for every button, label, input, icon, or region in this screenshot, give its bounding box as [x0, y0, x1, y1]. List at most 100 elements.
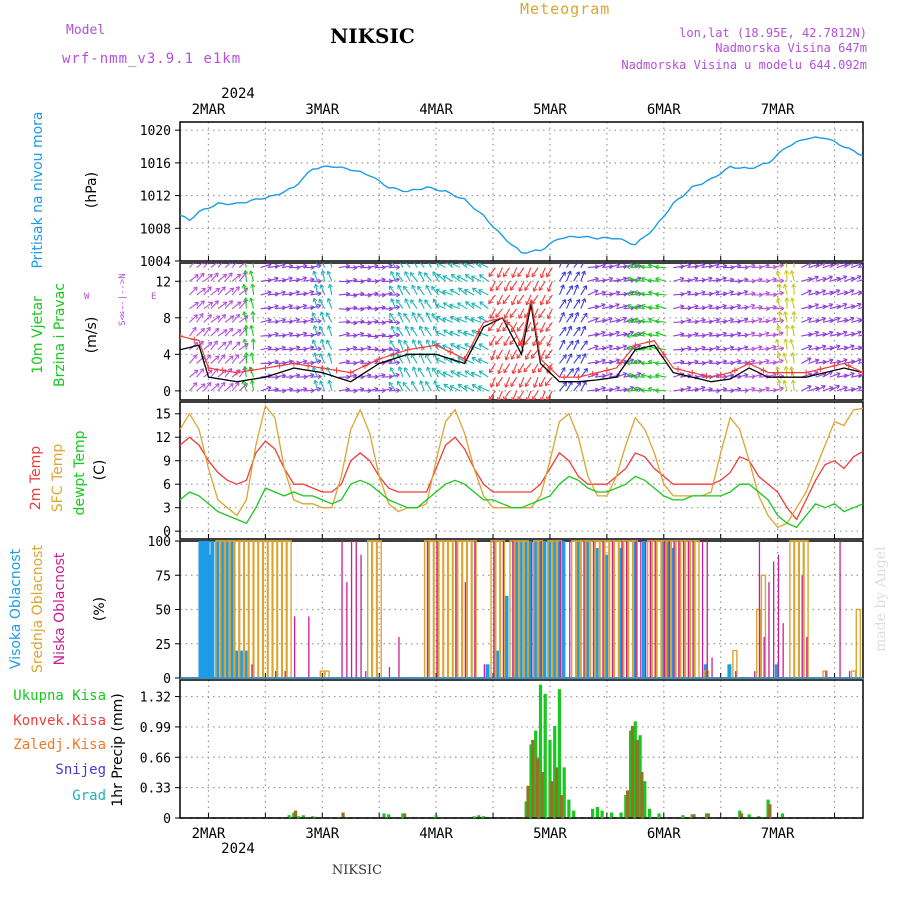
- wind-arrow: [203, 286, 212, 296]
- wind-arrow: [808, 331, 819, 337]
- wind-arrow: [327, 325, 333, 337]
- wind-arrow-head: [496, 355, 501, 360]
- y-tick-label: 3: [163, 502, 171, 517]
- wind-arrow: [843, 263, 854, 269]
- wind-arrow: [274, 291, 286, 296]
- wind-arrow: [708, 291, 720, 296]
- wind-arrow-head: [208, 274, 213, 279]
- wind-arrow: [326, 339, 333, 351]
- wind-arrow-head: [518, 287, 523, 292]
- wind-arrow: [843, 388, 855, 392]
- wind-arrow-head: [509, 340, 514, 346]
- wind-arrow-head: [789, 339, 794, 344]
- wind-arrow-head: [546, 272, 551, 278]
- wind-arrow-head: [497, 273, 502, 278]
- wind-arrow: [249, 366, 255, 378]
- wind-arrow-head: [782, 283, 788, 289]
- wind-arrow: [801, 305, 813, 310]
- wind-arrow: [616, 305, 628, 310]
- wind-arrow-head: [442, 275, 448, 280]
- wind-arrow-head: [194, 301, 199, 307]
- wind-arrow: [328, 380, 333, 391]
- wind-arrow: [587, 361, 599, 365]
- wind-arrow-head: [851, 263, 854, 266]
- wind-arrow-head: [431, 285, 436, 291]
- wind-arrow-head: [316, 303, 322, 309]
- wind-arrow-head: [502, 326, 507, 332]
- wind-arrow: [217, 381, 226, 392]
- wind-arrow: [655, 305, 667, 310]
- wind-arrow-head: [222, 301, 228, 306]
- wind-arrow-head: [489, 341, 494, 346]
- wind-arrow: [390, 298, 397, 309]
- wind-arrow: [730, 360, 742, 365]
- wind-arrow: [815, 277, 827, 282]
- wind-arrow-head: [236, 273, 242, 279]
- y-tick-label: 12: [155, 275, 171, 290]
- cloud-mid-bar: [694, 540, 700, 678]
- wind-arrow-head: [229, 315, 235, 320]
- wind-arrow: [655, 293, 667, 296]
- wind-arrow: [836, 291, 848, 296]
- wind-arrow: [758, 387, 770, 392]
- wind-arrow-head: [235, 341, 241, 347]
- wind-arrow: [224, 327, 234, 337]
- wind-arrow-head: [814, 358, 820, 364]
- wind-arrow: [505, 349, 511, 361]
- wind-arrow-head: [601, 303, 606, 308]
- wind-gust-marker: [461, 355, 468, 362]
- wind-gust-marker: [546, 365, 553, 372]
- wind-arrow: [558, 299, 567, 309]
- wind-arrow-head: [235, 286, 240, 291]
- wind-arrow: [314, 380, 319, 391]
- cloud-mid-bar: [850, 670, 857, 678]
- wind-arrow-head: [449, 385, 455, 390]
- wind-gust-marker: [433, 342, 440, 349]
- wind-arrow: [708, 263, 720, 269]
- wind-arrow: [196, 313, 204, 323]
- wind-arrow: [196, 263, 204, 268]
- bottom-date-label: 3MAR: [305, 826, 339, 842]
- wind-arrow: [525, 322, 532, 333]
- cloud-high-bar: [229, 541, 234, 678]
- wind-arrow: [573, 299, 581, 309]
- wind-arrow: [517, 363, 525, 374]
- wind-arrow-head: [395, 304, 400, 310]
- wind-arrow: [398, 366, 404, 378]
- wind-arrow-head: [532, 368, 537, 374]
- wind-arrow-head: [545, 327, 550, 332]
- wind-arrow: [274, 374, 286, 378]
- precip-convective-bar: [640, 772, 644, 818]
- wind-arrow: [815, 305, 827, 310]
- wind-arrow: [655, 277, 667, 282]
- wind-arrow: [210, 315, 221, 323]
- wind-arrow: [189, 382, 198, 392]
- wind-arrow: [640, 293, 652, 296]
- wind-arrow-head: [574, 339, 580, 344]
- cloud-high-bar: [594, 547, 599, 678]
- wind-arrow-head: [488, 299, 493, 305]
- wind-arrow-head: [615, 386, 621, 391]
- wind-arrow-head: [849, 316, 855, 322]
- wind-arrow: [580, 270, 586, 282]
- wind-arrow: [231, 381, 240, 392]
- wind-arrow: [785, 366, 788, 378]
- cloud-mid-bar: [580, 540, 586, 678]
- wind-arrow: [345, 321, 358, 324]
- wind-arrow-head: [634, 317, 639, 323]
- wind-arrow: [330, 263, 333, 268]
- wind-arrow-head: [708, 276, 713, 282]
- wind-arrow: [558, 367, 566, 378]
- wind-arrow: [367, 348, 379, 351]
- wind-arrow-head: [608, 344, 613, 350]
- wind-arrow: [737, 306, 749, 310]
- wind-arrow: [217, 329, 228, 337]
- wind-arrow-head: [510, 382, 515, 387]
- wind-arrow-head: [574, 311, 580, 317]
- bottom-date-label: 7MAR: [761, 826, 795, 842]
- wind-arrow: [822, 291, 834, 296]
- wind-arrow-head: [503, 314, 509, 319]
- wind-arrow-head: [199, 340, 204, 346]
- wind-arrow: [836, 319, 848, 323]
- wind-arrow: [744, 320, 756, 323]
